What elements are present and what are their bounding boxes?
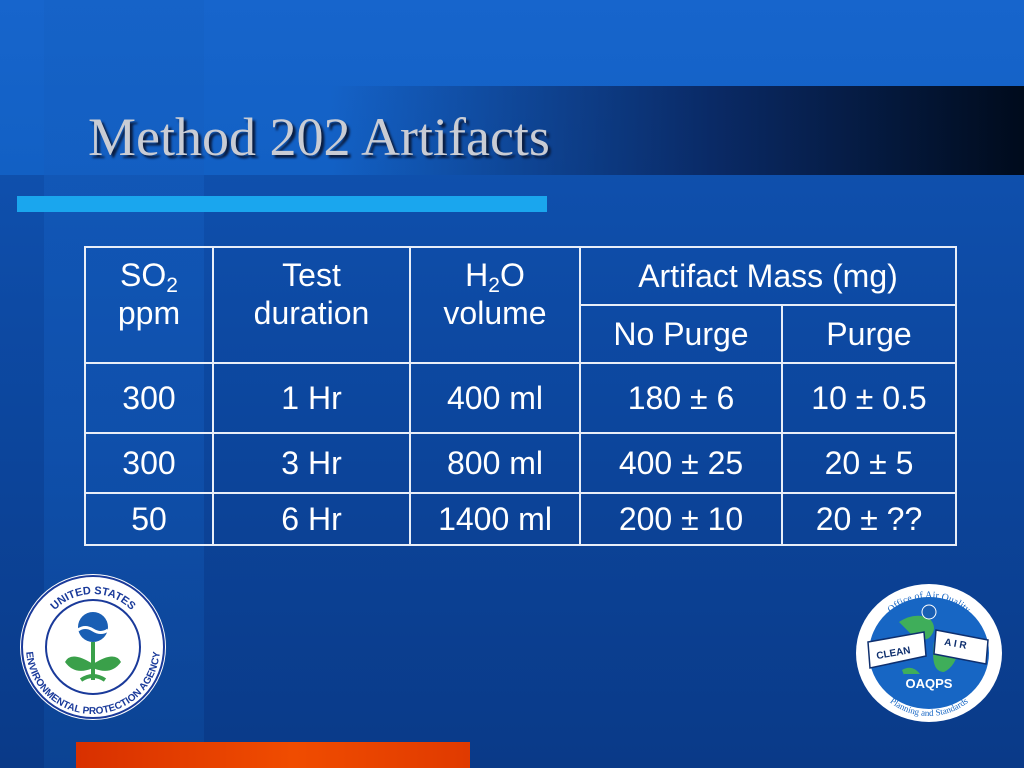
header-h2o-volume: H2O volume xyxy=(409,246,581,364)
cell-duration: 1 Hr xyxy=(212,362,411,434)
cell-purge: 20 ± 5 xyxy=(781,432,957,494)
cell-no-purge: 200 ± 10 xyxy=(579,492,783,546)
bottom-accent-bar xyxy=(76,742,470,768)
cell-so2: 50 xyxy=(84,492,214,546)
cell-no-purge: 180 ± 6 xyxy=(579,362,783,434)
cell-volume: 400 ml xyxy=(409,362,581,434)
header-no-purge: No Purge xyxy=(579,304,783,364)
table-row: 300 3 Hr 800 ml 400 ± 25 20 ± 5 xyxy=(84,432,957,494)
title-underline xyxy=(17,196,547,212)
clean-air-banner: CLEAN A I R xyxy=(867,629,989,669)
svg-text:A I R: A I R xyxy=(943,637,968,652)
cell-duration: 6 Hr xyxy=(212,492,411,546)
artifact-table: SO2 ppm Test duration H2O volume Artifac… xyxy=(84,246,957,546)
cell-volume: 800 ml xyxy=(409,432,581,494)
header-test-duration: Test duration xyxy=(212,246,411,364)
header-so2: SO2 ppm xyxy=(84,246,214,364)
table-row: 50 6 Hr 1400 ml 200 ± 10 20 ± ?? xyxy=(84,492,957,546)
oaqps-seal-logo: Office of Air Quality Planning and Stand… xyxy=(856,584,1002,722)
cell-purge: 10 ± 0.5 xyxy=(781,362,957,434)
table-row: 300 1 Hr 400 ml 180 ± 6 10 ± 0.5 xyxy=(84,362,957,434)
epa-flower-icon xyxy=(65,612,121,682)
oaqps-label: OAQPS xyxy=(906,676,953,691)
header-artifact-mass: Artifact Mass (mg) xyxy=(579,246,957,306)
cell-so2: 300 xyxy=(84,362,214,434)
cell-purge: 20 ± ?? xyxy=(781,492,957,546)
header-purge: Purge xyxy=(781,304,957,364)
epa-seal-logo: UNITED STATES ENVIRONMENTAL PROTECTION A… xyxy=(20,574,166,720)
cell-no-purge: 400 ± 25 xyxy=(579,432,783,494)
slide-title: Method 202 Artifacts xyxy=(88,107,550,167)
cell-so2: 300 xyxy=(84,432,214,494)
artifact-table-container: SO2 ppm Test duration H2O volume Artifac… xyxy=(84,246,957,546)
cell-duration: 3 Hr xyxy=(212,432,411,494)
cell-volume: 1400 ml xyxy=(409,492,581,546)
